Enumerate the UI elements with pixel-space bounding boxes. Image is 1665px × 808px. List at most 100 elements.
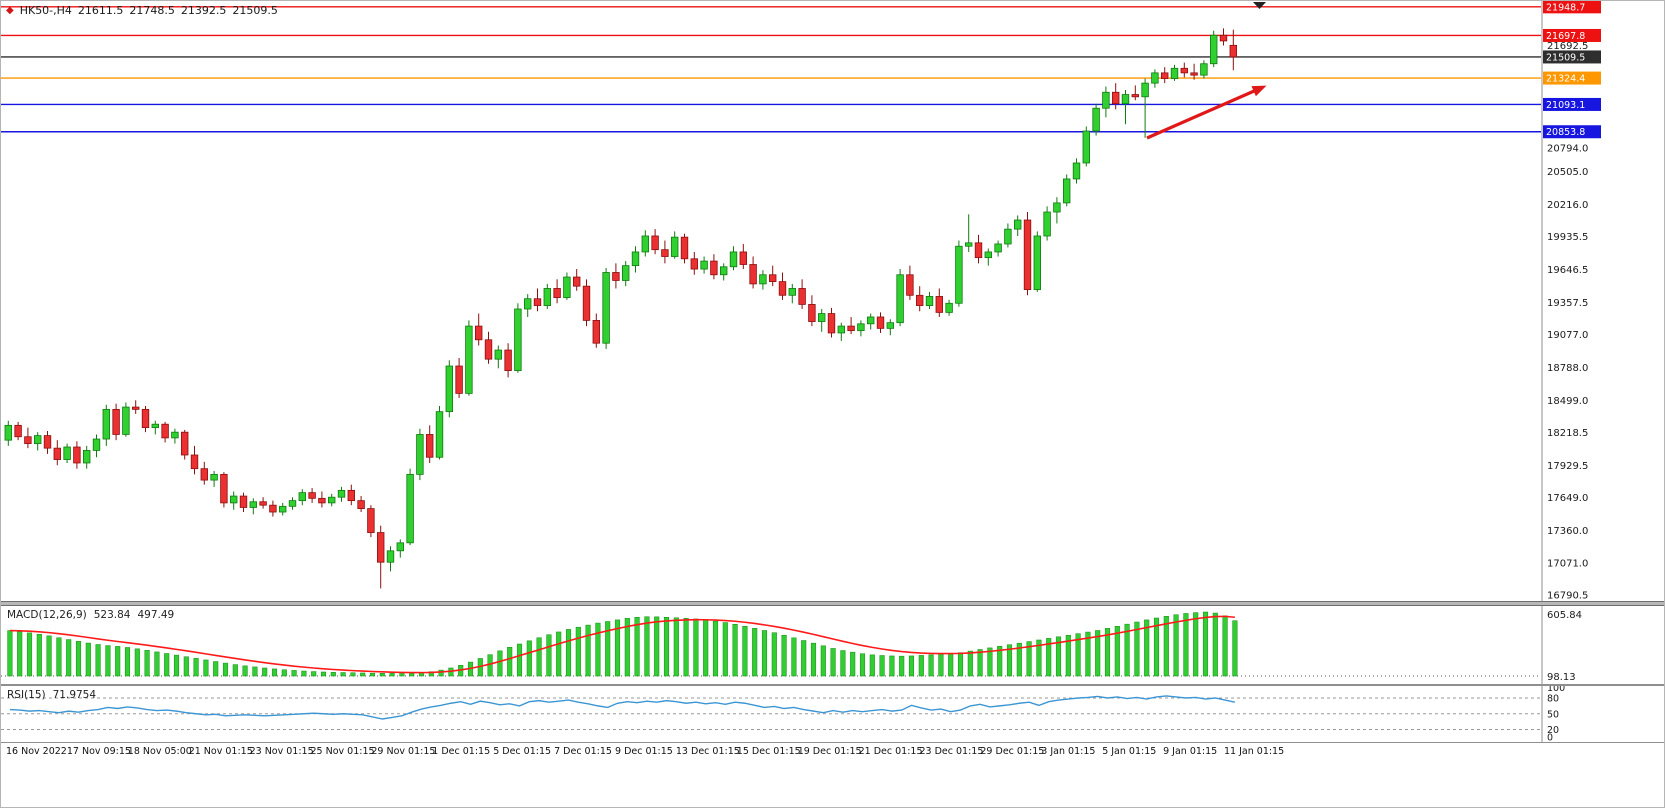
candle [867,316,875,325]
time-axis-separator [1,742,1664,743]
candle [729,251,738,268]
macd-histogram-bar [66,639,72,677]
candle [102,408,110,440]
macd-histogram-bar [1144,619,1150,677]
macd-histogram-bar [1016,642,1022,677]
candle [906,274,914,296]
macd-histogram-bar [938,653,944,677]
macd-histogram-bar [291,670,297,677]
macd-histogram-bar [134,648,140,677]
price-axis-label: 19646.5 [1547,265,1588,276]
chart-shift-marker[interactable] [1253,2,1266,9]
macd-histogram-bar [595,622,601,677]
candle [504,349,512,371]
macd-histogram-bar [1085,631,1091,677]
candle [1063,178,1071,204]
macd-histogram-bar [1095,630,1101,677]
macd-histogram-bar [536,637,542,677]
candle [837,325,845,334]
candle [788,288,796,296]
macd-histogram-bar [693,618,699,677]
macd-histogram-bar [820,645,826,677]
rsi-axis-label: 0 [1547,733,1553,743]
ohlc-header: ◆ HK50-,H4 21611.5 21748.5 21392.5 21509… [6,4,278,17]
candle [24,436,32,444]
macd-signal-current-value: 497.49 [137,609,175,621]
symbol-icon: ◆ [6,4,14,16]
macd-histogram-bar [1124,623,1130,677]
macd-histogram-bar [928,654,934,677]
price-axis-label: 20794.0 [1547,144,1588,155]
candle [778,281,787,296]
candle [739,251,747,265]
candle [92,438,101,451]
chart-plot-area[interactable] [1,1,1541,601]
candle [278,505,287,513]
panel-splitter[interactable] [1,684,1664,686]
macd-histogram-bar [791,637,797,677]
macd-histogram-bar [859,653,866,677]
candle [827,313,836,334]
candle [533,298,542,306]
candle [141,408,150,429]
price-axis-label: 21692.5 [1547,41,1588,52]
candle [543,288,551,306]
macd-histogram-bar [1006,644,1013,677]
candle [357,500,365,510]
price-axis-label: 19935.5 [1547,232,1588,243]
panel-splitter[interactable] [1,601,1664,606]
macd-histogram-bar [703,619,709,677]
price-chart-canvas[interactable]: 21948.7 21697.8 21509.5 21324.4 21093.1 20853… [1,1,1665,601]
candle [455,365,463,394]
candle [876,316,885,329]
time-label: 21 Dec 01:15 [858,746,923,757]
price-axis-label: 17649.0 [1547,493,1588,504]
macd-histogram-bar [115,646,121,677]
time-label: 29 Dec 01:15 [980,746,1045,757]
candle [553,288,561,298]
macd-chart-canvas[interactable]: 605.84 98.13 [1,606,1665,684]
macd-histogram-bar [281,669,287,677]
macd-histogram-bar [1212,612,1218,677]
candle [298,492,306,502]
time-label: 17 Nov 09:15 [66,746,131,757]
macd-histogram-bar [183,656,189,677]
macd-histogram-bar [683,618,689,677]
macd-histogram-bar [712,620,719,677]
candle [327,496,336,504]
time-label: 5 Dec 01:15 [493,746,552,757]
candle [651,235,659,251]
macd-histogram-bar [624,618,630,677]
candle [1151,72,1159,84]
macd-histogram-bar [526,640,532,677]
time-label: 15 Dec 01:15 [736,746,801,757]
time-label: 9 Jan 01:15 [1163,746,1218,757]
trend-arrow[interactable] [1146,86,1262,140]
candle [1170,67,1179,79]
candle [171,431,179,439]
macd-histogram-bar [311,671,317,677]
candle [4,424,12,441]
candle [857,323,865,332]
macd-histogram-bar [957,652,964,677]
macd-histogram-bar [1163,616,1169,677]
candle [347,489,355,502]
ohlc-close: 21509.5 [232,4,278,17]
macd-histogram-bar [7,630,13,677]
macd-histogram-bar [1173,614,1179,677]
candle [935,296,943,313]
candle [465,325,473,394]
price-badge [1543,125,1601,139]
macd-histogram-bar [781,634,787,677]
macd-histogram-bar [75,641,82,677]
time-axis[interactable]: 16 Nov 2022 17 Nov 09:15 18 Nov 05:00 21 No… [1,743,1664,763]
macd-histogram-bar [732,623,738,677]
ohlc-high: 21748.5 [129,4,175,17]
macd-histogram-bar [389,673,395,677]
price-axis-label: 18499.0 [1547,396,1588,407]
candle [210,473,218,481]
candle [994,243,1002,253]
candle [563,276,571,298]
price-axis-label: 17929.5 [1547,461,1588,472]
